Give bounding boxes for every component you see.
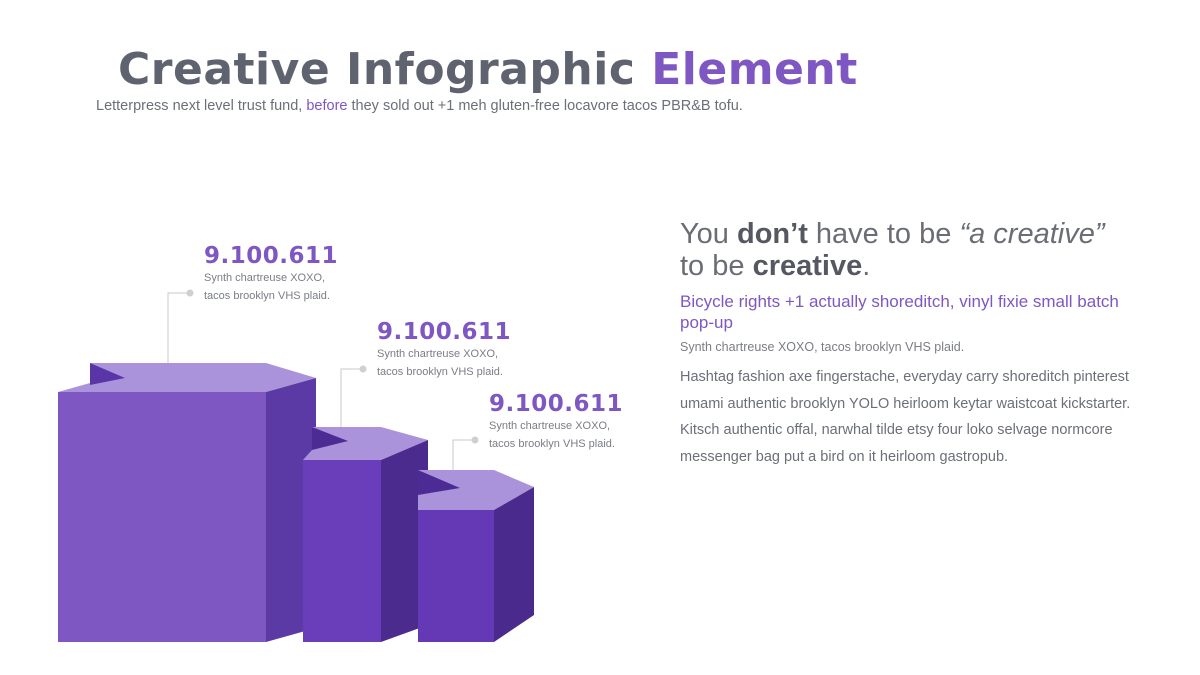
box-notch [418,470,460,495]
heading-italic: “a creative” [959,218,1105,250]
leader-line [340,368,363,448]
heading-text: to be [680,250,745,282]
panel-body: Hashtag fashion axe fingerstache, everyd… [680,369,1131,465]
heading-text: . [862,250,871,282]
callout: 9.100.611 Synth chartreuse XOXO, tacos b… [377,319,511,381]
leader-dot [471,436,479,444]
callout-value: 9.100.611 [377,319,511,345]
subtitle-text: Letterpress next level trust fund, [96,98,303,114]
callout-line: tacos brooklyn VHS plaid. [377,366,503,378]
callout: 9.100.611 Synth chartreuse XOXO, tacos b… [489,391,623,453]
leader-dot [186,289,194,297]
box-side [494,487,534,642]
box-notch [90,363,125,385]
leader-line [167,292,190,378]
title-main: Creative Infographic [118,44,636,95]
callout-line: Synth chartreuse XOXO, [489,420,611,432]
panel-heading: You don’t have to be “a creative” to be c… [680,218,1160,282]
leader-dot [359,365,367,373]
heading-text: You [680,218,729,250]
callout-line: Synth chartreuse XOXO, [204,272,326,284]
panel-caption: Synth chartreuse XOXO, tacos brooklyn VH… [680,340,965,354]
box-top [58,363,316,392]
panel-subheading: Bicycle rights +1 actually shoreditch, v… [680,292,1119,332]
subtitle-text: they sold out +1 meh gluten-free locavor… [351,98,743,114]
box-notch [312,427,348,450]
heading-bold: creative [752,250,863,282]
callout-value: 9.100.611 [489,391,623,417]
box-top [303,427,428,460]
heading-text: have to be [815,218,952,250]
box-front [303,460,381,642]
subtitle: Letterpress next level trust fund, befor… [96,98,743,114]
box-top [418,470,534,510]
callout-line: tacos brooklyn VHS plaid. [204,290,330,302]
title-accent: Element [651,44,858,95]
callout: 9.100.611 Synth chartreuse XOXO, tacos b… [204,243,338,305]
box-front [418,510,494,642]
box-front [58,392,266,642]
box-side [381,440,428,642]
subtitle-accent: before [306,98,348,114]
callout-line: tacos brooklyn VHS plaid. [489,438,615,450]
callout-value: 9.100.611 [204,243,338,269]
callout-line: Synth chartreuse XOXO, [377,348,499,360]
heading-bold: don’t [737,218,808,250]
title: Creative Infographic Element [118,44,858,95]
